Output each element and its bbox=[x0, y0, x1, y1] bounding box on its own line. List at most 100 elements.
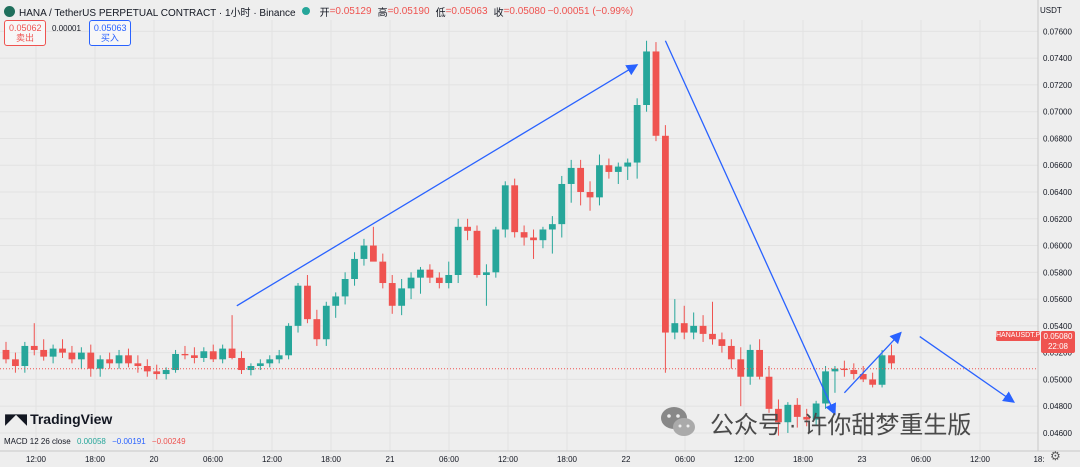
candle-body bbox=[765, 376, 773, 409]
sell-label: 卖出 bbox=[15, 33, 34, 43]
time-tick-label: 12:00 bbox=[262, 455, 283, 464]
candle-body bbox=[633, 105, 641, 163]
high-label: 高 bbox=[377, 7, 388, 19]
candle-body bbox=[548, 224, 556, 230]
candle-body bbox=[709, 333, 716, 340]
candle-body bbox=[294, 285, 302, 326]
chart-header: HANA / TetherUS PERPETUAL CONTRACT · 1小时… bbox=[4, 3, 635, 19]
candle-body bbox=[219, 348, 227, 360]
candle-body bbox=[445, 274, 453, 284]
candle-body bbox=[822, 371, 829, 404]
bar-countdown: 22:08 bbox=[1047, 342, 1069, 351]
candle-body bbox=[727, 345, 735, 360]
symbol-price-tag: HANAUSDT.P bbox=[996, 331, 1041, 341]
candle-body bbox=[49, 348, 57, 357]
price-tick-label: 0.06600 bbox=[1043, 161, 1072, 170]
chart-title[interactable]: HANA / TetherUS PERPETUAL CONTRACT · 1小时… bbox=[19, 7, 296, 19]
macd-legend[interactable]: MACD 12 26 close 0.00058 −0.00191 −0.002… bbox=[4, 437, 186, 446]
candle-body bbox=[426, 269, 434, 278]
time-tick-label: 22 bbox=[622, 455, 631, 464]
candle-body bbox=[793, 404, 801, 417]
candle-body bbox=[134, 363, 142, 367]
candle-body bbox=[162, 370, 170, 375]
candle-body bbox=[125, 355, 132, 364]
spread-value: 0.00001 bbox=[52, 24, 81, 33]
symbol-icon bbox=[4, 5, 15, 17]
candle-body bbox=[200, 351, 208, 358]
candle-body bbox=[417, 269, 424, 278]
macd-label: MACD 12 26 close bbox=[4, 437, 71, 446]
candle-body bbox=[21, 345, 29, 367]
candle-body bbox=[671, 323, 679, 333]
price-tick-label: 0.05800 bbox=[1043, 268, 1072, 277]
candle-body bbox=[492, 229, 500, 273]
candle-body bbox=[567, 167, 575, 184]
time-tick-label: 12:00 bbox=[498, 455, 519, 464]
candle-body bbox=[558, 183, 566, 225]
candle-body bbox=[435, 277, 443, 284]
time-tick-label: 12:00 bbox=[970, 455, 991, 464]
candle-body bbox=[407, 277, 415, 289]
tradingview-logo-text: TradingView bbox=[30, 411, 113, 427]
macd-signal-value: −0.00191 bbox=[112, 437, 146, 446]
candle-body bbox=[115, 355, 123, 364]
candle-body bbox=[577, 167, 585, 193]
price-tick-label: 0.04800 bbox=[1043, 402, 1072, 411]
candle-body bbox=[12, 359, 19, 367]
candle-body bbox=[313, 319, 321, 340]
time-tick-label: 12:00 bbox=[26, 455, 47, 464]
candle-body bbox=[586, 192, 594, 198]
candle-body bbox=[275, 355, 283, 360]
market-status-icon bbox=[301, 7, 310, 15]
trend-arrow[interactable] bbox=[236, 64, 639, 307]
candle-body bbox=[68, 352, 76, 360]
candle-body bbox=[511, 185, 519, 233]
close-label: 收 bbox=[493, 7, 504, 19]
candle-body bbox=[596, 165, 603, 198]
macd-value: 0.00058 bbox=[76, 437, 106, 446]
candle-body bbox=[266, 359, 274, 364]
buy-button[interactable]: 0.05063 买入 bbox=[88, 20, 131, 46]
candle-body bbox=[351, 258, 358, 280]
candle-body bbox=[539, 229, 547, 241]
candle-body bbox=[840, 368, 848, 371]
candle-body bbox=[520, 232, 528, 238]
price-tick-label: 0.05600 bbox=[1043, 295, 1072, 304]
price-tick-label: 0.06800 bbox=[1043, 134, 1072, 143]
candle-body bbox=[59, 348, 66, 353]
trend-arrow[interactable] bbox=[919, 336, 1016, 403]
candle-body bbox=[483, 272, 490, 275]
price-tick-label: 0.06400 bbox=[1043, 188, 1072, 197]
candle-body bbox=[690, 325, 698, 333]
settings-gear-icon[interactable]: ⚙ bbox=[1050, 449, 1061, 463]
trend-arrow[interactable] bbox=[664, 40, 836, 416]
tradingview-logo[interactable]: ◤◥ TradingView bbox=[5, 410, 112, 428]
candle-body bbox=[831, 368, 839, 372]
last-price-badge: 0.05080 22:08 bbox=[1041, 331, 1075, 353]
candle-body bbox=[643, 51, 650, 106]
candle-body bbox=[341, 279, 349, 297]
price-tick-label: 0.05400 bbox=[1043, 322, 1072, 331]
time-axis: 12:00 18:00 20 06:00 12:00 18:00 21 06:00 12:00 1… bbox=[0, 450, 1080, 464]
candle-body bbox=[718, 339, 726, 346]
candle-body bbox=[775, 408, 782, 423]
time-tick-label: 06:00 bbox=[439, 455, 460, 464]
time-tick-label: 18:00 bbox=[793, 455, 814, 464]
watermark-text: 公众号 · 许你甜梦重生版 bbox=[710, 411, 972, 439]
candle-body bbox=[285, 325, 292, 356]
tradingview-logo-icon: ◤◥ bbox=[5, 411, 27, 428]
chart-grid bbox=[0, 20, 1040, 451]
candle-body bbox=[388, 283, 396, 306]
time-tick-label: 06:00 bbox=[675, 455, 696, 464]
candle-body bbox=[191, 355, 198, 358]
candle-body bbox=[737, 359, 745, 377]
macd-histogram-value: −0.00249 bbox=[151, 437, 186, 446]
trend-arrow[interactable] bbox=[843, 331, 902, 394]
trade-panel: 0.05062 卖出 0.00001 0.05063 买入 bbox=[4, 20, 131, 46]
sell-button[interactable]: 0.05062 卖出 bbox=[4, 20, 46, 46]
axis-unit-label[interactable]: USDT bbox=[1040, 6, 1062, 15]
sell-price: 0.05062 bbox=[9, 23, 42, 33]
candle-body bbox=[238, 357, 245, 371]
trend-arrows bbox=[236, 40, 1016, 416]
